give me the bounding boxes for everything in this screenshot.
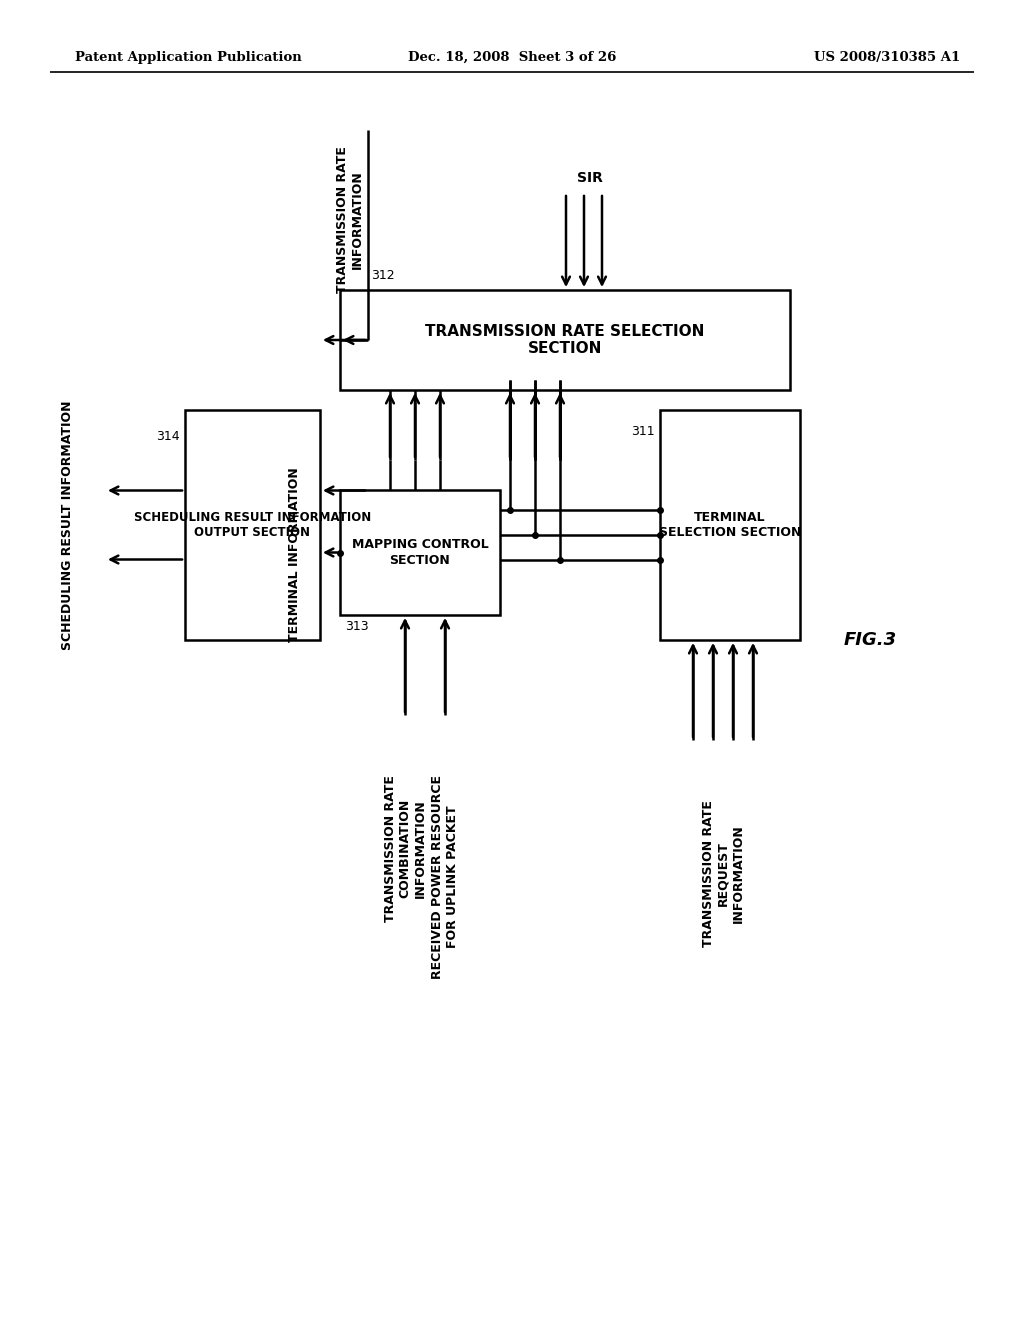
Text: Patent Application Publication: Patent Application Publication [75,50,302,63]
Bar [340,490,500,615]
Text: TRANSMISSION RATE
COMBINATION
INFORMATION: TRANSMISSION RATE COMBINATION INFORMATIO… [384,775,427,921]
Text: Dec. 18, 2008  Sheet 3 of 26: Dec. 18, 2008 Sheet 3 of 26 [408,50,616,63]
Bar [185,411,319,640]
Text: SCHEDULING RESULT INFORMATION
OUTPUT SECTION: SCHEDULING RESULT INFORMATION OUTPUT SEC… [134,511,371,539]
Text: TRANSMISSION RATE SELECTION
SECTION: TRANSMISSION RATE SELECTION SECTION [425,323,705,356]
Text: FIG.3: FIG.3 [844,631,897,649]
Text: SCHEDULING RESULT INFORMATION: SCHEDULING RESULT INFORMATION [61,400,75,649]
Text: TERMINAL INFORMATION: TERMINAL INFORMATION [289,467,301,643]
Text: 313: 313 [345,620,369,634]
Text: TRANSMISSION RATE
REQUEST
INFORMATION: TRANSMISSION RATE REQUEST INFORMATION [701,800,744,946]
Bar [340,290,790,389]
Text: 312: 312 [371,269,394,282]
Text: US 2008/310385 A1: US 2008/310385 A1 [814,50,961,63]
Text: 314: 314 [157,430,180,444]
Text: TERMINAL
SELECTION SECTION: TERMINAL SELECTION SECTION [658,511,801,539]
Text: RECEIVED POWER RESOURCE
FOR UPLINK PACKET: RECEIVED POWER RESOURCE FOR UPLINK PACKE… [431,775,459,979]
Bar [660,411,800,640]
Text: SIR: SIR [578,172,603,185]
Text: TRANSMISSION RATE
INFORMATION: TRANSMISSION RATE INFORMATION [336,147,364,293]
Text: 311: 311 [632,425,655,438]
Text: MAPPING CONTROL
SECTION: MAPPING CONTROL SECTION [351,539,488,566]
